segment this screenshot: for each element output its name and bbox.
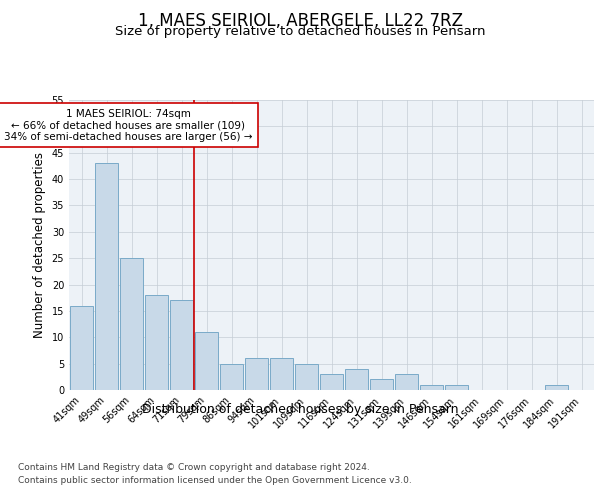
Bar: [545, 384, 568, 390]
Text: Contains public sector information licensed under the Open Government Licence v3: Contains public sector information licen…: [18, 476, 412, 485]
Text: Contains HM Land Registry data © Crown copyright and database right 2024.: Contains HM Land Registry data © Crown c…: [18, 462, 370, 471]
Bar: [195, 332, 218, 390]
Text: Size of property relative to detached houses in Pensarn: Size of property relative to detached ho…: [115, 25, 485, 38]
Bar: [370, 380, 393, 390]
Bar: [345, 369, 368, 390]
Bar: [270, 358, 293, 390]
Bar: [145, 295, 168, 390]
Bar: [170, 300, 193, 390]
Bar: [320, 374, 343, 390]
Bar: [245, 358, 268, 390]
Bar: [70, 306, 93, 390]
Text: Distribution of detached houses by size in Pensarn: Distribution of detached houses by size …: [142, 402, 458, 415]
Y-axis label: Number of detached properties: Number of detached properties: [33, 152, 46, 338]
Bar: [420, 384, 443, 390]
Bar: [395, 374, 418, 390]
Text: 1, MAES SEIRIOL, ABERGELE, LL22 7RZ: 1, MAES SEIRIOL, ABERGELE, LL22 7RZ: [137, 12, 463, 30]
Text: 1 MAES SEIRIOL: 74sqm
← 66% of detached houses are smaller (109)
34% of semi-det: 1 MAES SEIRIOL: 74sqm ← 66% of detached …: [4, 108, 253, 142]
Bar: [95, 164, 118, 390]
Bar: [220, 364, 243, 390]
Bar: [120, 258, 143, 390]
Bar: [295, 364, 318, 390]
Bar: [445, 384, 468, 390]
